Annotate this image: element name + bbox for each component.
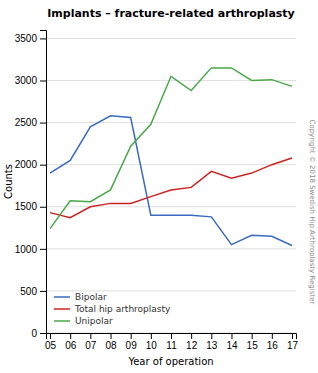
legend-swatch (54, 320, 70, 322)
x-tick: 10 (146, 333, 158, 351)
x-tick: 14 (226, 333, 238, 351)
legend-item: Total hip arthroplasty (54, 304, 171, 314)
x-tick-label: 08 (105, 340, 117, 351)
x-tick-label: 06 (65, 340, 77, 351)
y-axis-title: Counts (3, 164, 14, 199)
y-tick: 1500 (15, 201, 46, 212)
series-line (50, 68, 292, 229)
x-tick-label: 05 (45, 340, 57, 351)
legend-label: Bipolar (75, 292, 107, 302)
x-tick: 08 (105, 333, 117, 351)
y-tick: 1000 (15, 244, 46, 255)
y-tick-label: 1000 (15, 244, 38, 255)
x-tick-mark (231, 333, 232, 339)
grid-line (46, 38, 296, 39)
x-tick-label: 12 (186, 340, 198, 351)
x-tick-mark (211, 333, 212, 339)
legend-label: Total hip arthroplasty (74, 304, 171, 314)
legend-item: Unipolar (54, 316, 113, 326)
plot: 05 06 07 08 09 10 11 12 13 14 15 16 17 0 500 1000 1500 20… (15, 31, 299, 352)
y-tick-label: 3000 (15, 75, 38, 86)
x-tick-mark (50, 333, 51, 339)
grid (46, 38, 296, 333)
y-axis-line (40, 31, 47, 334)
x-tick-label: 13 (206, 340, 218, 351)
y-tick-label: 500 (20, 286, 37, 297)
grid-line (46, 164, 296, 165)
lines (50, 68, 292, 246)
x-tick: 06 (65, 333, 77, 351)
y-tick-label: 1500 (15, 201, 38, 212)
series-line (50, 116, 292, 246)
x-tick-mark (70, 333, 71, 339)
legend-swatch (54, 296, 70, 298)
grid-line (46, 248, 296, 249)
y-tick: 3500 (15, 33, 46, 44)
y-tick-label: 2500 (15, 117, 38, 128)
x-axis-title: Year of operation (127, 356, 213, 367)
x-tick: 16 (267, 333, 279, 351)
x-tick-mark (292, 333, 293, 339)
y-tick: 3000 (15, 75, 46, 86)
x-tick-label: 09 (126, 340, 138, 351)
series-line (50, 158, 292, 218)
y-tick-label: 0 (31, 328, 37, 339)
y-tick: 500 (20, 286, 46, 297)
y-tick-mark (40, 165, 46, 166)
y-axis: 0 500 1000 1500 2000 2500 3000 3500 (15, 31, 47, 339)
y-tick-label: 2000 (15, 159, 38, 170)
y-tick: 0 (31, 328, 46, 339)
x-tick-mark (191, 333, 192, 339)
x-tick-label: 11 (166, 340, 177, 351)
y-tick-mark (40, 249, 46, 250)
x-axis-line (47, 334, 297, 340)
x-tick: 05 (45, 333, 57, 351)
y-tick: 2500 (15, 117, 46, 128)
legend-swatch (54, 308, 70, 310)
x-tick-label: 15 (247, 340, 259, 351)
legend-item: Bipolar (54, 292, 107, 302)
grid-line (46, 206, 296, 207)
y-tick-mark (40, 207, 46, 208)
y-tick-mark (40, 123, 46, 124)
y-tick: 2000 (15, 159, 46, 170)
y-tick-mark (40, 38, 46, 39)
annotation: Copyright © 2018 Swedish Hip Arthroplast… (308, 119, 316, 304)
x-tick-mark (111, 333, 112, 339)
x-tick: 15 (247, 333, 259, 351)
x-tick-mark (252, 333, 253, 339)
x-tick: 13 (206, 333, 218, 351)
x-tick-label: 10 (146, 340, 158, 351)
x-axis: 05 06 07 08 09 10 11 12 13 14 15 16 17 (45, 333, 298, 351)
y-tick-mark (40, 81, 46, 82)
x-tick: 09 (126, 333, 138, 351)
legend-label: Unipolar (75, 316, 113, 326)
y-tick-label: 3500 (15, 33, 38, 44)
x-tick-label: 16 (267, 340, 279, 351)
chart: 05 06 07 08 09 10 11 12 13 14 15 16 17 0 500 1000 1500 20… (0, 0, 318, 373)
y-tick-mark (40, 291, 46, 292)
x-tick-label: 14 (226, 340, 238, 351)
x-tick-mark (171, 333, 172, 339)
x-tick-label: 07 (85, 340, 97, 351)
x-tick: 17 (287, 333, 299, 351)
x-tick: 11 (166, 333, 177, 351)
title: Implants – fracture-related arthroplasty (47, 7, 295, 20)
y-tick-mark (40, 333, 46, 334)
x-tick-mark (272, 333, 273, 339)
x-tick: 07 (85, 333, 97, 351)
x-tick-mark (151, 333, 152, 339)
x-tick-label: 17 (287, 340, 299, 351)
x-tick-mark (90, 333, 91, 339)
x-tick: 12 (186, 333, 198, 351)
x-tick-mark (131, 333, 132, 339)
legend: Bipolar Total hip arthroplasty Unipolar (54, 292, 171, 326)
grid-line (46, 122, 296, 123)
